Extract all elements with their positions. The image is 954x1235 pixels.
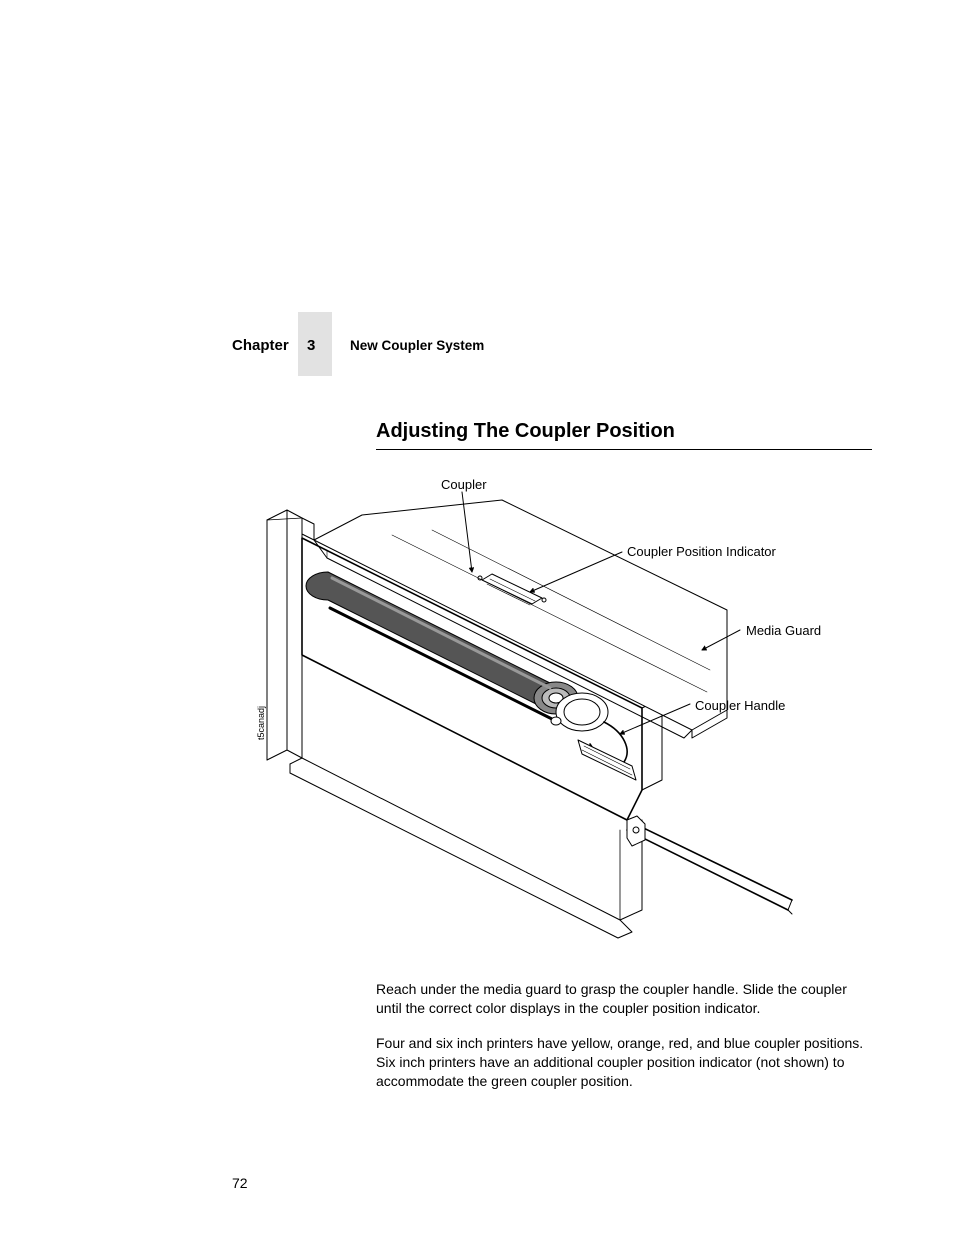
- printer-diagram-svg: [232, 480, 872, 980]
- callout-media-guard: Media Guard: [746, 623, 821, 639]
- chapter-number: 3: [307, 337, 315, 354]
- section-title: New Coupler System: [350, 338, 484, 353]
- callout-position-indicator: Coupler Position Indicator: [627, 544, 776, 560]
- page-title: Adjusting The Coupler Position: [376, 420, 872, 443]
- chapter-header: Chapter 3 New Coupler System: [232, 312, 872, 362]
- callout-coupler: Coupler: [441, 477, 487, 493]
- paragraph: Reach under the media guard to grasp the…: [376, 980, 872, 1018]
- page-number: 72: [232, 1175, 248, 1191]
- heading-underline: [376, 449, 872, 450]
- body-text: Reach under the media guard to grasp the…: [376, 980, 872, 1090]
- chapter-label: Chapter: [232, 337, 289, 354]
- paragraph: Four and six inch printers have yellow, …: [376, 1034, 872, 1091]
- figure-illustration: Coupler Coupler Position Indicator Media…: [232, 480, 872, 980]
- figure-credit: t5canadj: [256, 706, 266, 740]
- callout-coupler-handle: Coupler Handle: [695, 698, 785, 714]
